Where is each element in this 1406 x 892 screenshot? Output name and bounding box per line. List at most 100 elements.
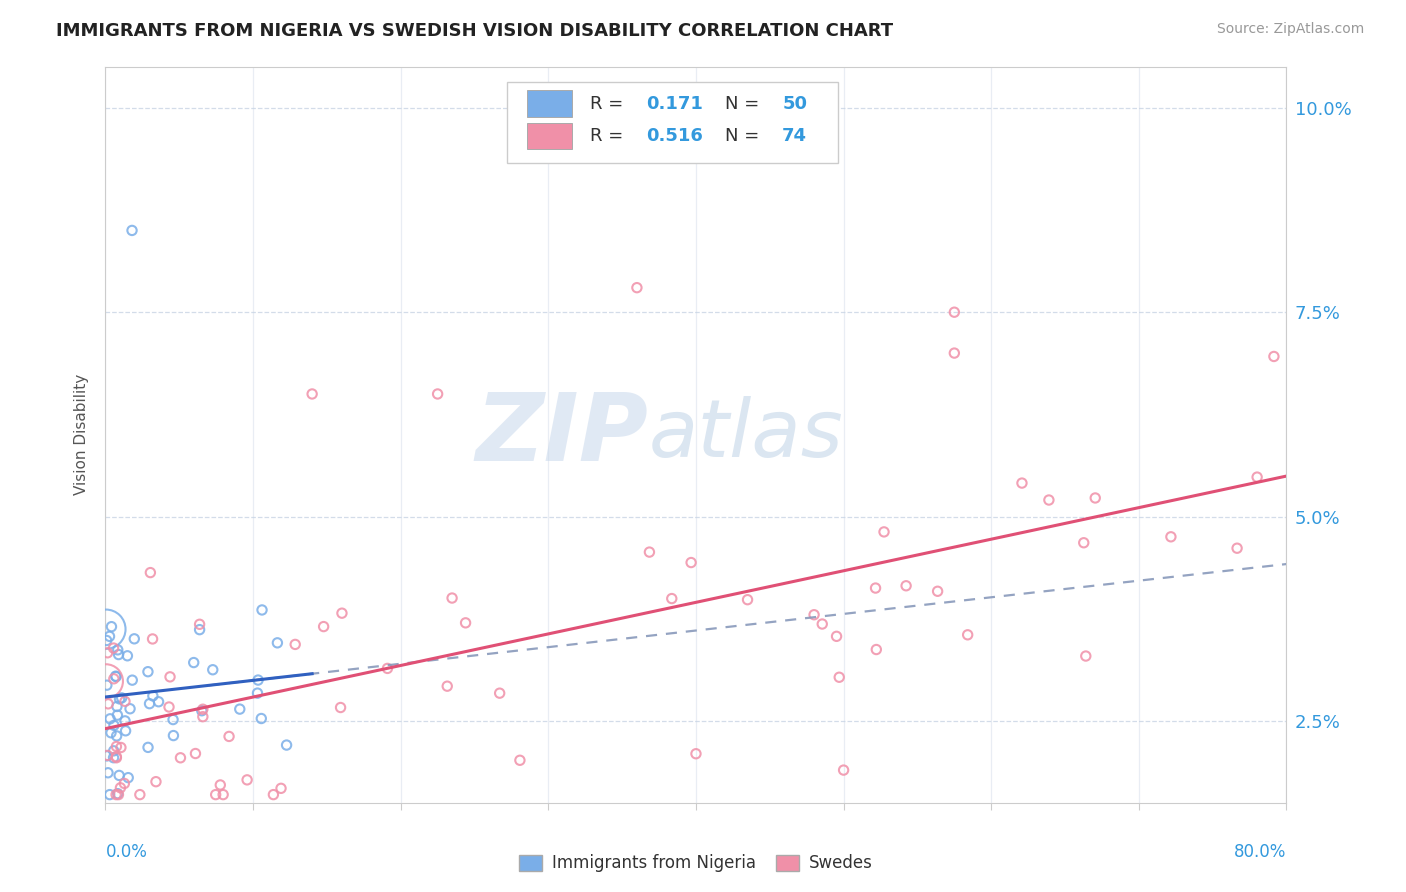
Point <box>284 637 307 651</box>
Point <box>454 615 477 630</box>
Point <box>148 695 170 709</box>
Point <box>103 718 125 732</box>
Point <box>1038 493 1060 508</box>
Point <box>114 694 136 708</box>
Point <box>218 730 240 744</box>
Point <box>169 751 191 765</box>
Point <box>312 619 335 633</box>
Point <box>105 751 128 765</box>
Point <box>162 713 184 727</box>
Point <box>229 702 252 716</box>
Point <box>943 305 966 319</box>
Point <box>737 592 759 607</box>
Point <box>330 606 353 620</box>
Point <box>436 679 458 693</box>
Point <box>1084 491 1107 505</box>
Text: Source: ZipAtlas.com: Source: ZipAtlas.com <box>1216 22 1364 37</box>
Point <box>114 714 136 728</box>
Text: atlas: atlas <box>648 396 844 474</box>
Point <box>301 387 323 401</box>
Bar <box>527 90 572 117</box>
Point <box>107 787 129 801</box>
Point <box>236 772 259 787</box>
Text: R =: R = <box>589 127 623 145</box>
Text: 50: 50 <box>782 95 807 112</box>
Point <box>509 753 531 767</box>
Point <box>894 579 917 593</box>
Point <box>247 673 270 687</box>
Text: 0.516: 0.516 <box>647 127 703 145</box>
Text: 80.0%: 80.0% <box>1234 843 1286 861</box>
Point <box>157 700 180 714</box>
Point <box>103 750 125 764</box>
Point <box>110 740 132 755</box>
Point <box>209 778 232 792</box>
Point <box>142 689 165 703</box>
Point <box>250 711 273 725</box>
Point <box>105 670 128 684</box>
Point <box>441 591 464 605</box>
Point <box>138 697 160 711</box>
Point <box>105 739 128 754</box>
Point <box>96 678 118 692</box>
Point <box>96 748 118 763</box>
Text: ZIP: ZIP <box>475 389 648 481</box>
Point <box>927 584 949 599</box>
Point <box>681 556 703 570</box>
Point <box>1011 476 1033 491</box>
Point <box>142 632 165 646</box>
Point <box>638 545 661 559</box>
Point <box>873 524 896 539</box>
Point <box>1073 535 1095 549</box>
Point <box>111 690 134 705</box>
Point <box>191 702 214 716</box>
Point <box>145 774 167 789</box>
Point <box>1246 470 1268 484</box>
Point <box>212 788 235 802</box>
Point <box>105 788 128 802</box>
Point <box>329 700 352 714</box>
Point <box>685 747 707 761</box>
Point <box>377 661 399 675</box>
Point <box>100 725 122 739</box>
Point <box>121 673 143 687</box>
Legend: Immigrants from Nigeria, Swedes: Immigrants from Nigeria, Swedes <box>512 847 880 880</box>
Y-axis label: Vision Disability: Vision Disability <box>75 375 90 495</box>
Point <box>1074 648 1097 663</box>
Point <box>107 788 129 802</box>
Point <box>270 781 292 796</box>
Point <box>100 620 122 634</box>
Point <box>98 788 121 802</box>
Point <box>114 723 136 738</box>
Point <box>103 641 125 656</box>
Point <box>262 788 284 802</box>
Point <box>107 648 129 662</box>
Point <box>97 697 120 711</box>
Point <box>98 629 121 643</box>
Point <box>110 780 132 795</box>
Point <box>1160 530 1182 544</box>
Point <box>1263 350 1285 364</box>
Point <box>128 788 150 802</box>
Point <box>162 729 184 743</box>
Point <box>661 591 683 606</box>
Point <box>121 223 143 237</box>
Point <box>811 617 834 632</box>
Point <box>118 702 141 716</box>
Point <box>117 648 139 663</box>
Point <box>108 692 131 706</box>
Point <box>865 642 887 657</box>
Text: 0.171: 0.171 <box>647 95 703 112</box>
Text: R =: R = <box>589 95 623 112</box>
Point <box>96 633 118 648</box>
Point <box>250 603 273 617</box>
Point <box>159 670 181 684</box>
Point <box>103 672 125 686</box>
Point <box>136 740 159 755</box>
Point <box>426 387 449 401</box>
Point <box>828 670 851 684</box>
Point <box>94 622 117 636</box>
Point <box>865 581 887 595</box>
Point <box>94 674 117 689</box>
Point <box>105 749 128 764</box>
